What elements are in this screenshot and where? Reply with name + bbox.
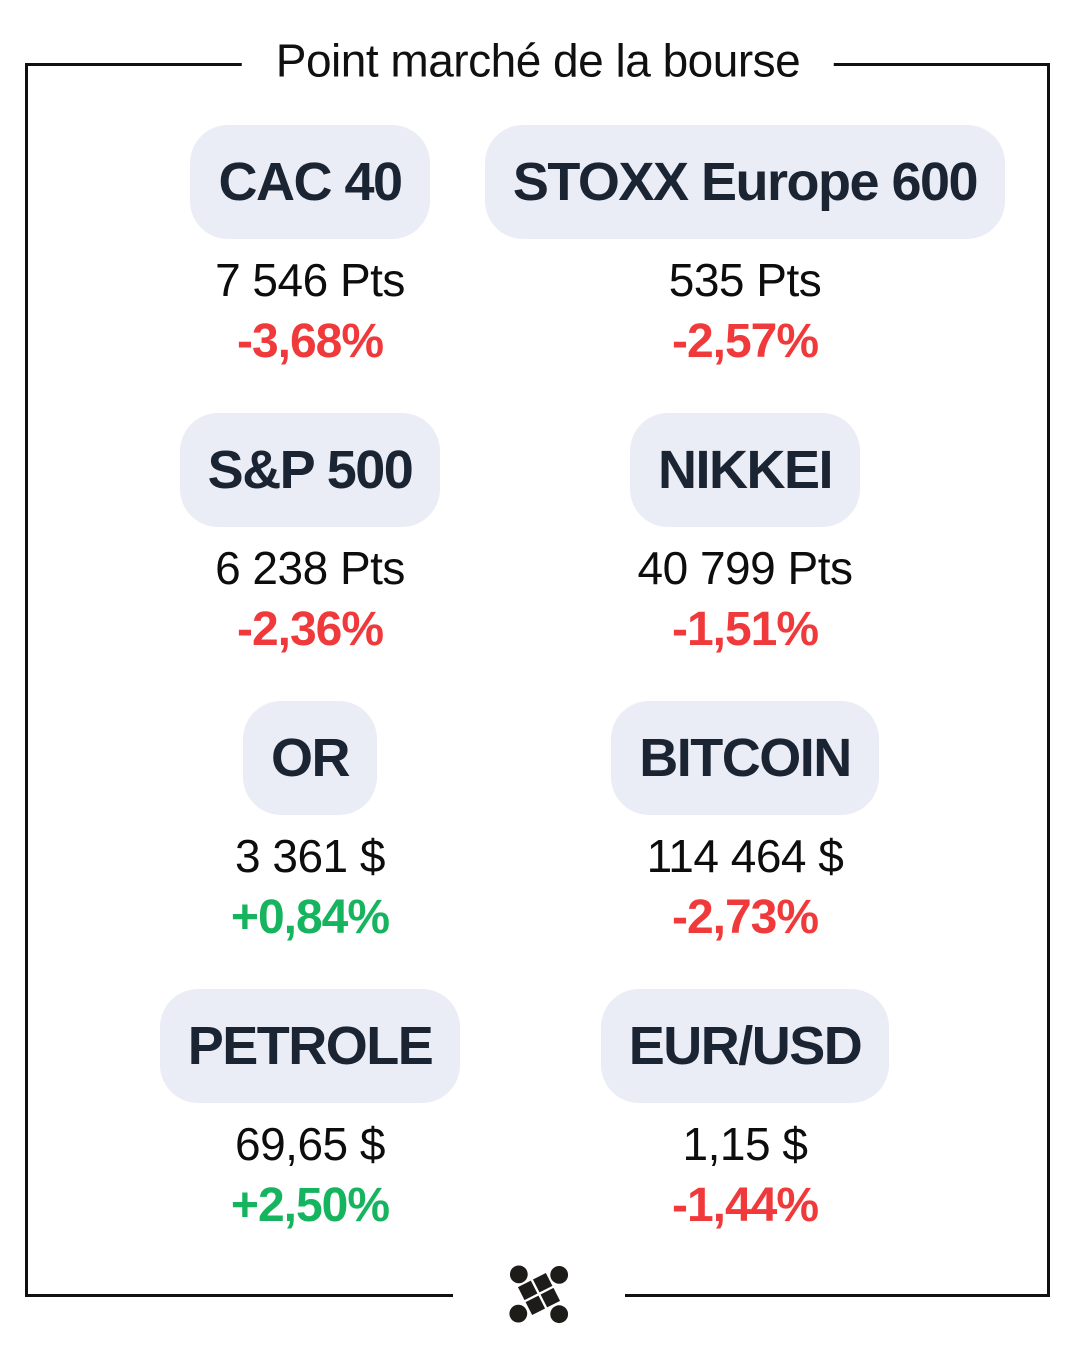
market-change: -2,57% <box>671 315 819 368</box>
market-change: +0,84% <box>230 891 390 944</box>
market-change: -2,73% <box>671 891 819 944</box>
brand-logo <box>453 1264 625 1324</box>
market-change: -3,68% <box>236 315 384 368</box>
market-cell: EUR/USD 1,15 $ -1,44% <box>480 989 1010 1230</box>
market-value: 69,65 $ <box>235 1118 385 1170</box>
market-value: 1,15 $ <box>682 1118 808 1170</box>
market-name-pill: NIKKEI <box>629 413 860 527</box>
market-change: -1,51% <box>671 603 819 656</box>
market-cell: S&P 500 6 238 Pts -2,36% <box>50 413 570 654</box>
page-title: Point marché de la bourse <box>241 34 835 88</box>
market-change: +2,50% <box>230 1179 390 1232</box>
market-value: 114 464 $ <box>646 830 844 882</box>
market-name-pill: EUR/USD <box>600 989 890 1103</box>
market-change: -2,36% <box>236 603 384 656</box>
market-name-pill: OR <box>243 701 377 815</box>
market-name-pill: S&P 500 <box>179 413 441 527</box>
market-name-pill: STOXX Europe 600 <box>484 125 1006 239</box>
market-name-pill: CAC 40 <box>190 125 430 239</box>
market-cell: NIKKEI 40 799 Pts -1,51% <box>480 413 1010 654</box>
market-value: 6 238 Pts <box>215 542 405 594</box>
market-value: 3 361 $ <box>235 830 385 882</box>
market-value: 535 Pts <box>668 254 822 306</box>
market-value: 40 799 Pts <box>637 542 853 594</box>
market-cell: OR 3 361 $ +0,84% <box>50 701 570 942</box>
market-cell: BITCOIN 114 464 $ -2,73% <box>480 701 1010 942</box>
market-cell: CAC 40 7 546 Pts -3,68% <box>50 125 570 366</box>
market-change: -1,44% <box>671 1179 819 1232</box>
brand-mark-icon <box>509 1265 569 1324</box>
market-cell: STOXX Europe 600 535 Pts -2,57% <box>480 125 1010 366</box>
market-name-pill: BITCOIN <box>611 701 879 815</box>
market-name-pill: PETROLE <box>159 989 461 1103</box>
market-cell: PETROLE 69,65 $ +2,50% <box>50 989 570 1230</box>
market-value: 7 546 Pts <box>215 254 405 306</box>
